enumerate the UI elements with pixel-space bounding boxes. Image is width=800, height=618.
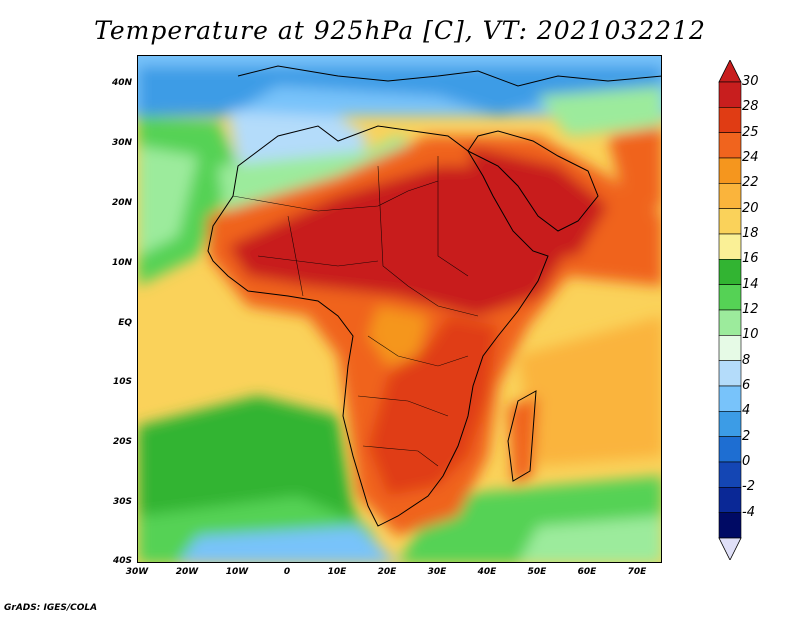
- colorbar-label: 2: [742, 428, 751, 444]
- colorbar-label: 28: [742, 99, 759, 115]
- colorbar-label: -2: [742, 479, 755, 495]
- lon-label-30w: 30W: [125, 567, 149, 577]
- colorbar-label: 25: [742, 124, 759, 140]
- europe-coastline: [237, 65, 661, 87]
- lon-label-70e: 70E: [627, 567, 647, 577]
- colorbar-label: 6: [742, 378, 751, 393]
- lat-label-40s: 40S: [112, 556, 132, 566]
- colorbar-label: 24: [742, 150, 759, 165]
- colorbar-segment: [718, 512, 742, 539]
- lon-label-30e: 30E: [427, 567, 447, 577]
- lat-label-40n: 40N: [111, 78, 132, 88]
- lon-label-50e: 50E: [527, 567, 547, 577]
- lat-label-10n: 10N: [111, 258, 132, 268]
- colorbar-segment: [718, 284, 742, 311]
- lon-label-20w: 20W: [175, 567, 199, 577]
- country-borders: [232, 156, 479, 467]
- colorbar-segment: [718, 81, 742, 108]
- colorbar-label: 8: [742, 352, 751, 368]
- colorbar-label: 10: [742, 327, 759, 343]
- lat-label-20n: 20N: [111, 198, 132, 208]
- colorbar-segment: [718, 385, 742, 412]
- map-title: Temperature at 925hPa [C], VT: 202103221…: [94, 16, 706, 45]
- lon-label-0: 0: [283, 567, 291, 577]
- map-field: [138, 56, 661, 562]
- colorbar-segment: [718, 335, 742, 361]
- colorbar-label: 30: [742, 74, 759, 89]
- colorbar-segment: [718, 132, 742, 159]
- colorbar-segment: [718, 487, 742, 513]
- colorbar-segment: [718, 436, 742, 463]
- colorbar-top-arrow: [718, 60, 742, 83]
- colorbar-label: 18: [742, 226, 759, 241]
- colorbar-label: 14: [742, 276, 759, 292]
- colorbar-label: -4: [742, 504, 755, 520]
- lat-label-eq: EQ: [118, 318, 132, 328]
- lon-label-10e: 10E: [327, 567, 347, 577]
- temperature-map: [137, 55, 662, 563]
- colorbar: [718, 60, 742, 560]
- madagascar-coastline: [507, 390, 537, 482]
- colorbar-segment: [718, 259, 742, 285]
- lat-label-30n: 30N: [111, 138, 132, 148]
- lon-label-20e: 20E: [377, 567, 397, 577]
- colorbar-segment: [718, 411, 742, 437]
- coastlines: [207, 65, 661, 527]
- arabia-coastline: [467, 130, 599, 232]
- colorbar-segment: [718, 208, 742, 235]
- lat-label-20s: 20S: [112, 437, 132, 447]
- colorbar-segment: [718, 360, 742, 387]
- colorbar-segment: [718, 233, 742, 260]
- colorbar-label: 20: [742, 200, 759, 216]
- lon-label-40e: 40E: [477, 567, 497, 577]
- colorbar-label: 0: [742, 454, 751, 469]
- colorbar-label: 16: [742, 251, 759, 267]
- colorbar-segment: [718, 107, 742, 133]
- africa-coastline: [207, 125, 549, 527]
- credit-text: GrADS: IGES/COLA: [4, 603, 98, 613]
- colorbar-label: 22: [742, 175, 759, 191]
- lat-label-10s: 10S: [112, 377, 132, 387]
- colorbar-segment: [718, 157, 742, 184]
- lon-label-10w: 10W: [225, 567, 249, 577]
- lat-label-30s: 30S: [112, 497, 132, 507]
- colorbar-segment: [718, 309, 742, 336]
- colorbar-bottom-arrow: [718, 537, 742, 560]
- colorbar-label: 12: [742, 302, 759, 317]
- colorbar-segment: [718, 183, 742, 209]
- colorbar-label: 4: [742, 403, 751, 419]
- colorbar-segment: [718, 461, 742, 488]
- lon-label-60e: 60E: [577, 567, 597, 577]
